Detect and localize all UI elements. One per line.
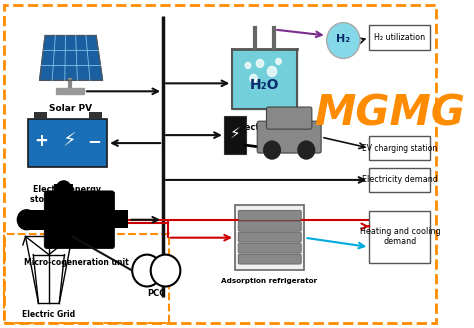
Circle shape — [276, 58, 281, 64]
Text: H₂O: H₂O — [250, 78, 279, 92]
FancyBboxPatch shape — [44, 191, 115, 249]
Bar — [89, 112, 101, 119]
Text: Adsorption refrigerator: Adsorption refrigerator — [221, 277, 317, 283]
FancyBboxPatch shape — [238, 210, 301, 220]
Polygon shape — [40, 35, 102, 80]
Text: Electricity demand: Electricity demand — [362, 175, 438, 184]
Text: EV charging station: EV charging station — [362, 144, 438, 153]
Text: Solar PV: Solar PV — [49, 104, 91, 113]
Text: −: − — [87, 132, 101, 150]
Bar — [56, 88, 84, 94]
FancyBboxPatch shape — [238, 232, 301, 242]
Circle shape — [245, 62, 251, 69]
Circle shape — [151, 255, 180, 286]
FancyBboxPatch shape — [238, 254, 301, 264]
Bar — [27, 210, 47, 230]
Text: MGMG: MGMG — [314, 92, 465, 134]
Bar — [369, 136, 430, 160]
Bar — [369, 168, 430, 192]
Circle shape — [56, 181, 71, 197]
Text: Electrolyzer: Electrolyzer — [236, 123, 293, 132]
Text: +: + — [35, 132, 48, 150]
Bar — [112, 210, 128, 228]
Bar — [235, 205, 304, 270]
Text: Micro-cogeneration unit: Micro-cogeneration unit — [24, 257, 129, 267]
Circle shape — [298, 141, 315, 159]
Circle shape — [327, 23, 360, 58]
Text: ⚡: ⚡ — [63, 132, 76, 151]
FancyBboxPatch shape — [257, 121, 321, 153]
FancyBboxPatch shape — [238, 221, 301, 231]
Bar — [369, 211, 430, 263]
Circle shape — [18, 210, 36, 230]
Circle shape — [264, 141, 280, 159]
Bar — [34, 112, 47, 119]
FancyBboxPatch shape — [266, 107, 312, 129]
Circle shape — [267, 66, 277, 76]
FancyBboxPatch shape — [238, 243, 301, 253]
Text: ⚡: ⚡ — [229, 126, 240, 141]
Bar — [4, 234, 169, 323]
FancyBboxPatch shape — [224, 116, 246, 154]
Text: H₂: H₂ — [336, 33, 350, 44]
Bar — [369, 25, 430, 51]
Text: PCC: PCC — [147, 290, 165, 298]
Text: H₂ utilization: H₂ utilization — [374, 33, 425, 42]
Polygon shape — [232, 50, 297, 109]
Bar — [28, 119, 107, 167]
Text: Electric Grid: Electric Grid — [22, 310, 75, 319]
Text: Heating and cooling
demand: Heating and cooling demand — [359, 227, 440, 246]
Circle shape — [256, 59, 264, 68]
Text: Electric energy
storage systems: Electric energy storage systems — [30, 185, 105, 204]
Bar — [55, 184, 73, 194]
Circle shape — [250, 74, 257, 82]
